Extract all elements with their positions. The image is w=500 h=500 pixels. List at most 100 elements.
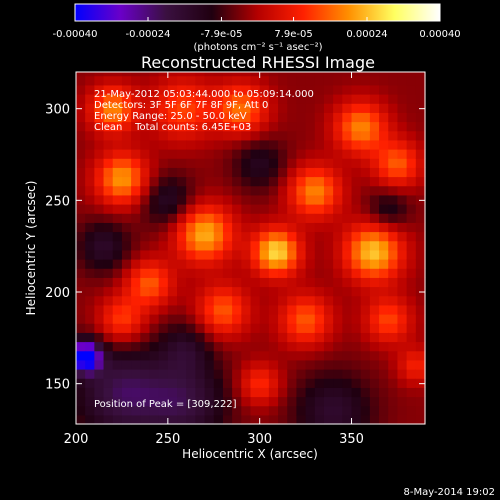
heatmap-cell [360, 332, 371, 343]
heatmap-cell [415, 139, 426, 150]
heatmap-cell [360, 341, 371, 352]
heatmap-cell [85, 139, 95, 150]
heatmap-cell [204, 222, 215, 233]
heatmap-cell [213, 268, 224, 278]
heatmap-cell [250, 204, 261, 214]
heatmap-cell [131, 231, 141, 242]
heatmap-cell [232, 139, 242, 150]
heatmap-cell [388, 249, 399, 260]
heatmap-cell [112, 84, 123, 95]
heatmap-cell [121, 204, 132, 214]
heatmap-cell [369, 396, 380, 407]
heatmap-cell [76, 350, 86, 361]
heatmap-cell [360, 286, 371, 297]
heatmap-cell [140, 323, 151, 333]
heatmap-cell [186, 176, 196, 187]
heatmap-cell [158, 405, 169, 416]
heatmap-cell [204, 259, 215, 269]
heatmap-cell [177, 414, 187, 425]
heatmap-cell [287, 350, 298, 361]
heatmap-cell [76, 149, 86, 159]
heatmap-cell [103, 249, 114, 260]
heatmap-cell [278, 139, 288, 150]
heatmap-cell [360, 314, 371, 324]
heatmap-cell [241, 194, 252, 205]
heatmap-cell [296, 194, 307, 205]
heatmap-cell [259, 139, 270, 150]
heatmap-cell [388, 149, 399, 159]
heatmap-cell [379, 295, 389, 306]
heatmap-cell [351, 185, 362, 196]
heatmap-cell [388, 359, 399, 370]
heatmap-cell [314, 176, 325, 187]
heatmap-cell [112, 75, 123, 86]
heatmap-cell [85, 369, 95, 379]
heatmap-cell [296, 121, 307, 132]
heatmap-cell [314, 369, 325, 379]
heatmap-cell [369, 314, 380, 324]
heatmap-cell [323, 84, 334, 95]
heatmap-cell [259, 332, 270, 343]
heatmap-cell [213, 149, 224, 159]
plot-frame [75, 71, 426, 425]
heatmap-cell [232, 240, 242, 251]
heatmap-cell [351, 249, 362, 260]
heatmap-cell [149, 240, 160, 251]
heatmap-cell [140, 112, 151, 123]
heatmap-cell [186, 369, 196, 379]
heatmap-cell [167, 72, 178, 77]
heatmap-cell [112, 249, 123, 260]
heatmap-cell [305, 414, 316, 425]
heatmap-cell [85, 158, 95, 168]
heatmap-cell [268, 277, 279, 288]
heatmap-cell [103, 387, 114, 398]
heatmap-cell [406, 222, 417, 233]
heatmap-cell [121, 341, 132, 352]
heatmap-cell [213, 259, 224, 269]
heatmap-cell [131, 222, 141, 233]
heatmap-cell [379, 249, 389, 260]
annotation-peak-position: Position of Peak = [309,222] [94, 399, 237, 410]
heatmap-cell [259, 369, 270, 379]
heatmap-cell [268, 414, 279, 425]
heatmap-cell [388, 277, 399, 288]
heatmap-cell [296, 240, 307, 251]
heatmap-cell [314, 304, 325, 315]
heatmap-cell [278, 304, 288, 315]
heatmap-cell [76, 112, 86, 123]
heatmap-cell [149, 84, 160, 95]
heatmap-cell [278, 112, 288, 123]
heatmap-cell [232, 332, 242, 343]
heatmap-cell [85, 222, 95, 233]
heatmap-cell [305, 304, 316, 315]
heatmap-cell [379, 112, 389, 123]
heatmap-cell [369, 277, 380, 288]
heatmap-cell [103, 414, 114, 425]
heatmap-cell [406, 240, 417, 251]
heatmap-cell [296, 149, 307, 159]
heatmap-cell [314, 222, 325, 233]
heatmap-cell [131, 323, 141, 333]
heatmap-cell [195, 130, 206, 141]
heatmap-cell [415, 277, 426, 288]
heatmap-cell [333, 72, 343, 77]
heatmap-cell [241, 359, 252, 370]
heatmap-cell [305, 323, 316, 333]
heatmap-cell [177, 387, 187, 398]
heatmap-cell [360, 396, 371, 407]
heatmap-cell [241, 75, 252, 86]
heatmap-cell [351, 149, 362, 159]
heatmap-cell [85, 72, 95, 77]
heatmap-cell [177, 341, 187, 352]
heatmap-cell [314, 194, 325, 205]
heatmap-cell [406, 185, 417, 196]
heatmap-cell [131, 414, 141, 425]
heatmap-cell [121, 231, 132, 242]
heatmap-cell [94, 369, 105, 379]
heatmap-cell [158, 75, 169, 86]
heatmap-cell [76, 387, 86, 398]
heatmap-cell [296, 341, 307, 352]
heatmap-cell [388, 103, 399, 113]
heatmap-cell [195, 341, 206, 352]
heatmap-cell [323, 405, 334, 416]
